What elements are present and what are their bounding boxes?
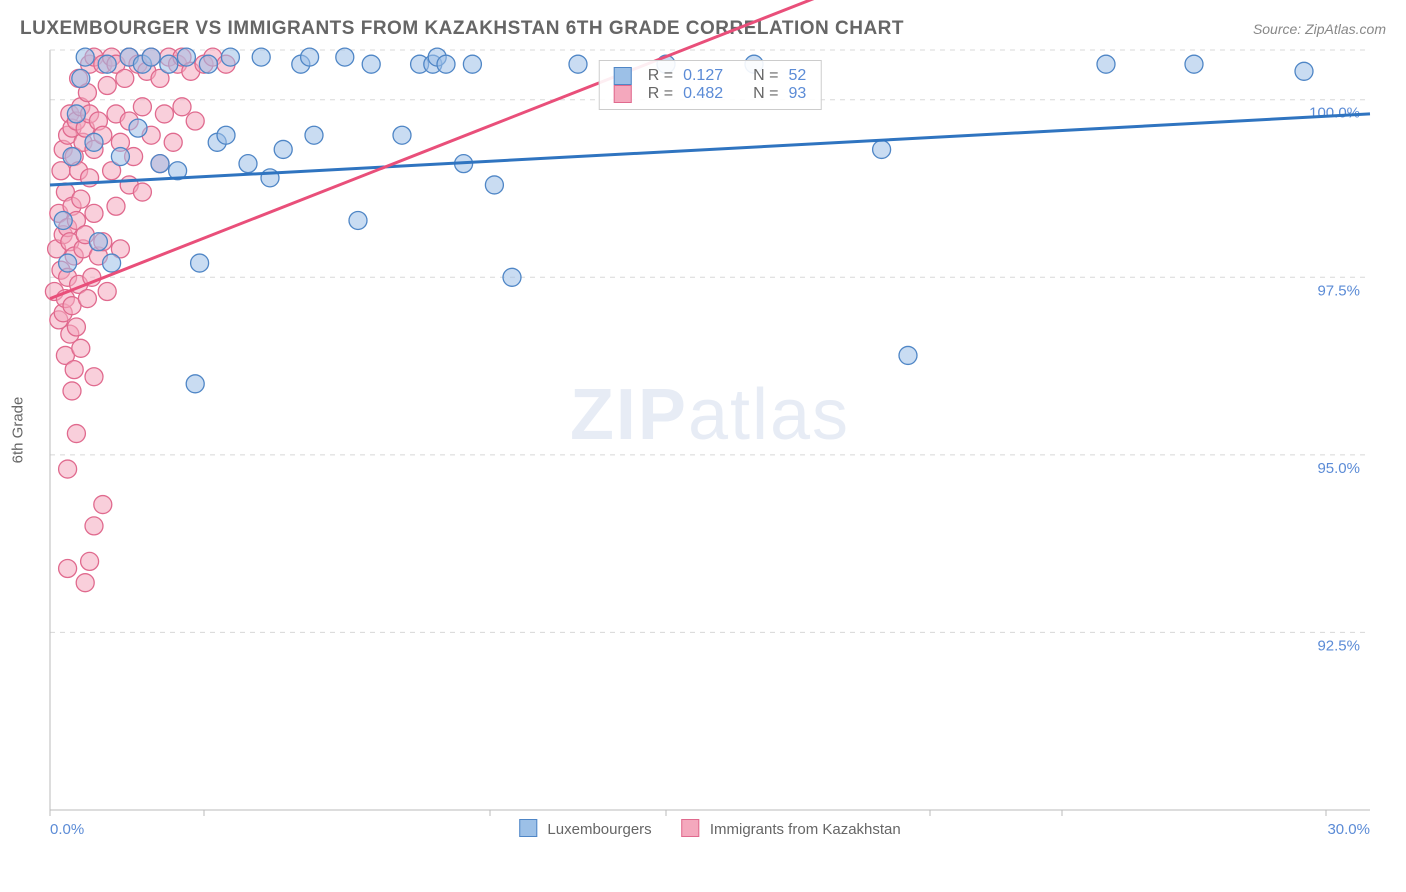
x-range-left: 0.0% (50, 821, 84, 838)
legend-item-0: Luxembourgers (519, 819, 651, 838)
svg-text:100.0%: 100.0% (1309, 105, 1360, 122)
chart-container: 6th Grade 92.5%95.0%97.5%100.0% ZIPatlas… (50, 50, 1370, 810)
bottom-legend: Luxembourgers Immigrants from Kazakhstan (519, 819, 900, 838)
stat-N-label-0: N = (753, 67, 778, 85)
scatter-plot: 92.5% 95.0% 97.5% 100.0% (50, 50, 1370, 810)
stat-box: R = 0.127 N = 52 R = 0.482 N = 93 (599, 60, 822, 110)
swatch-series-1 (614, 85, 632, 103)
legend-item-1: Immigrants from Kazakhstan (682, 819, 901, 838)
stat-N-value-1: 93 (788, 85, 806, 103)
svg-text:92.5%: 92.5% (1317, 637, 1360, 654)
svg-text:97.5%: 97.5% (1317, 282, 1360, 299)
stat-R-label-1: R = (648, 85, 673, 103)
stat-R-label-0: R = (648, 67, 673, 85)
swatch-legend-0 (519, 819, 537, 837)
stat-R-value-0: 0.127 (683, 67, 723, 85)
swatch-legend-1 (682, 819, 700, 837)
stat-row-0: R = 0.127 N = 52 (614, 67, 807, 85)
source-label: Source: ZipAtlas.com (1253, 21, 1386, 37)
svg-text:95.0%: 95.0% (1317, 460, 1360, 477)
legend-label-1: Immigrants from Kazakhstan (710, 821, 901, 838)
x-range-right: 30.0% (1327, 821, 1370, 838)
stat-R-value-1: 0.482 (683, 85, 723, 103)
legend-label-0: Luxembourgers (547, 821, 651, 838)
chart-title: LUXEMBOURGER VS IMMIGRANTS FROM KAZAKHST… (20, 18, 904, 40)
swatch-series-0 (614, 67, 632, 85)
stat-N-value-0: 52 (788, 67, 806, 85)
stat-N-label-1: N = (753, 85, 778, 103)
y-axis-label: 6th Grade (10, 397, 27, 464)
stat-row-1: R = 0.482 N = 93 (614, 85, 807, 103)
